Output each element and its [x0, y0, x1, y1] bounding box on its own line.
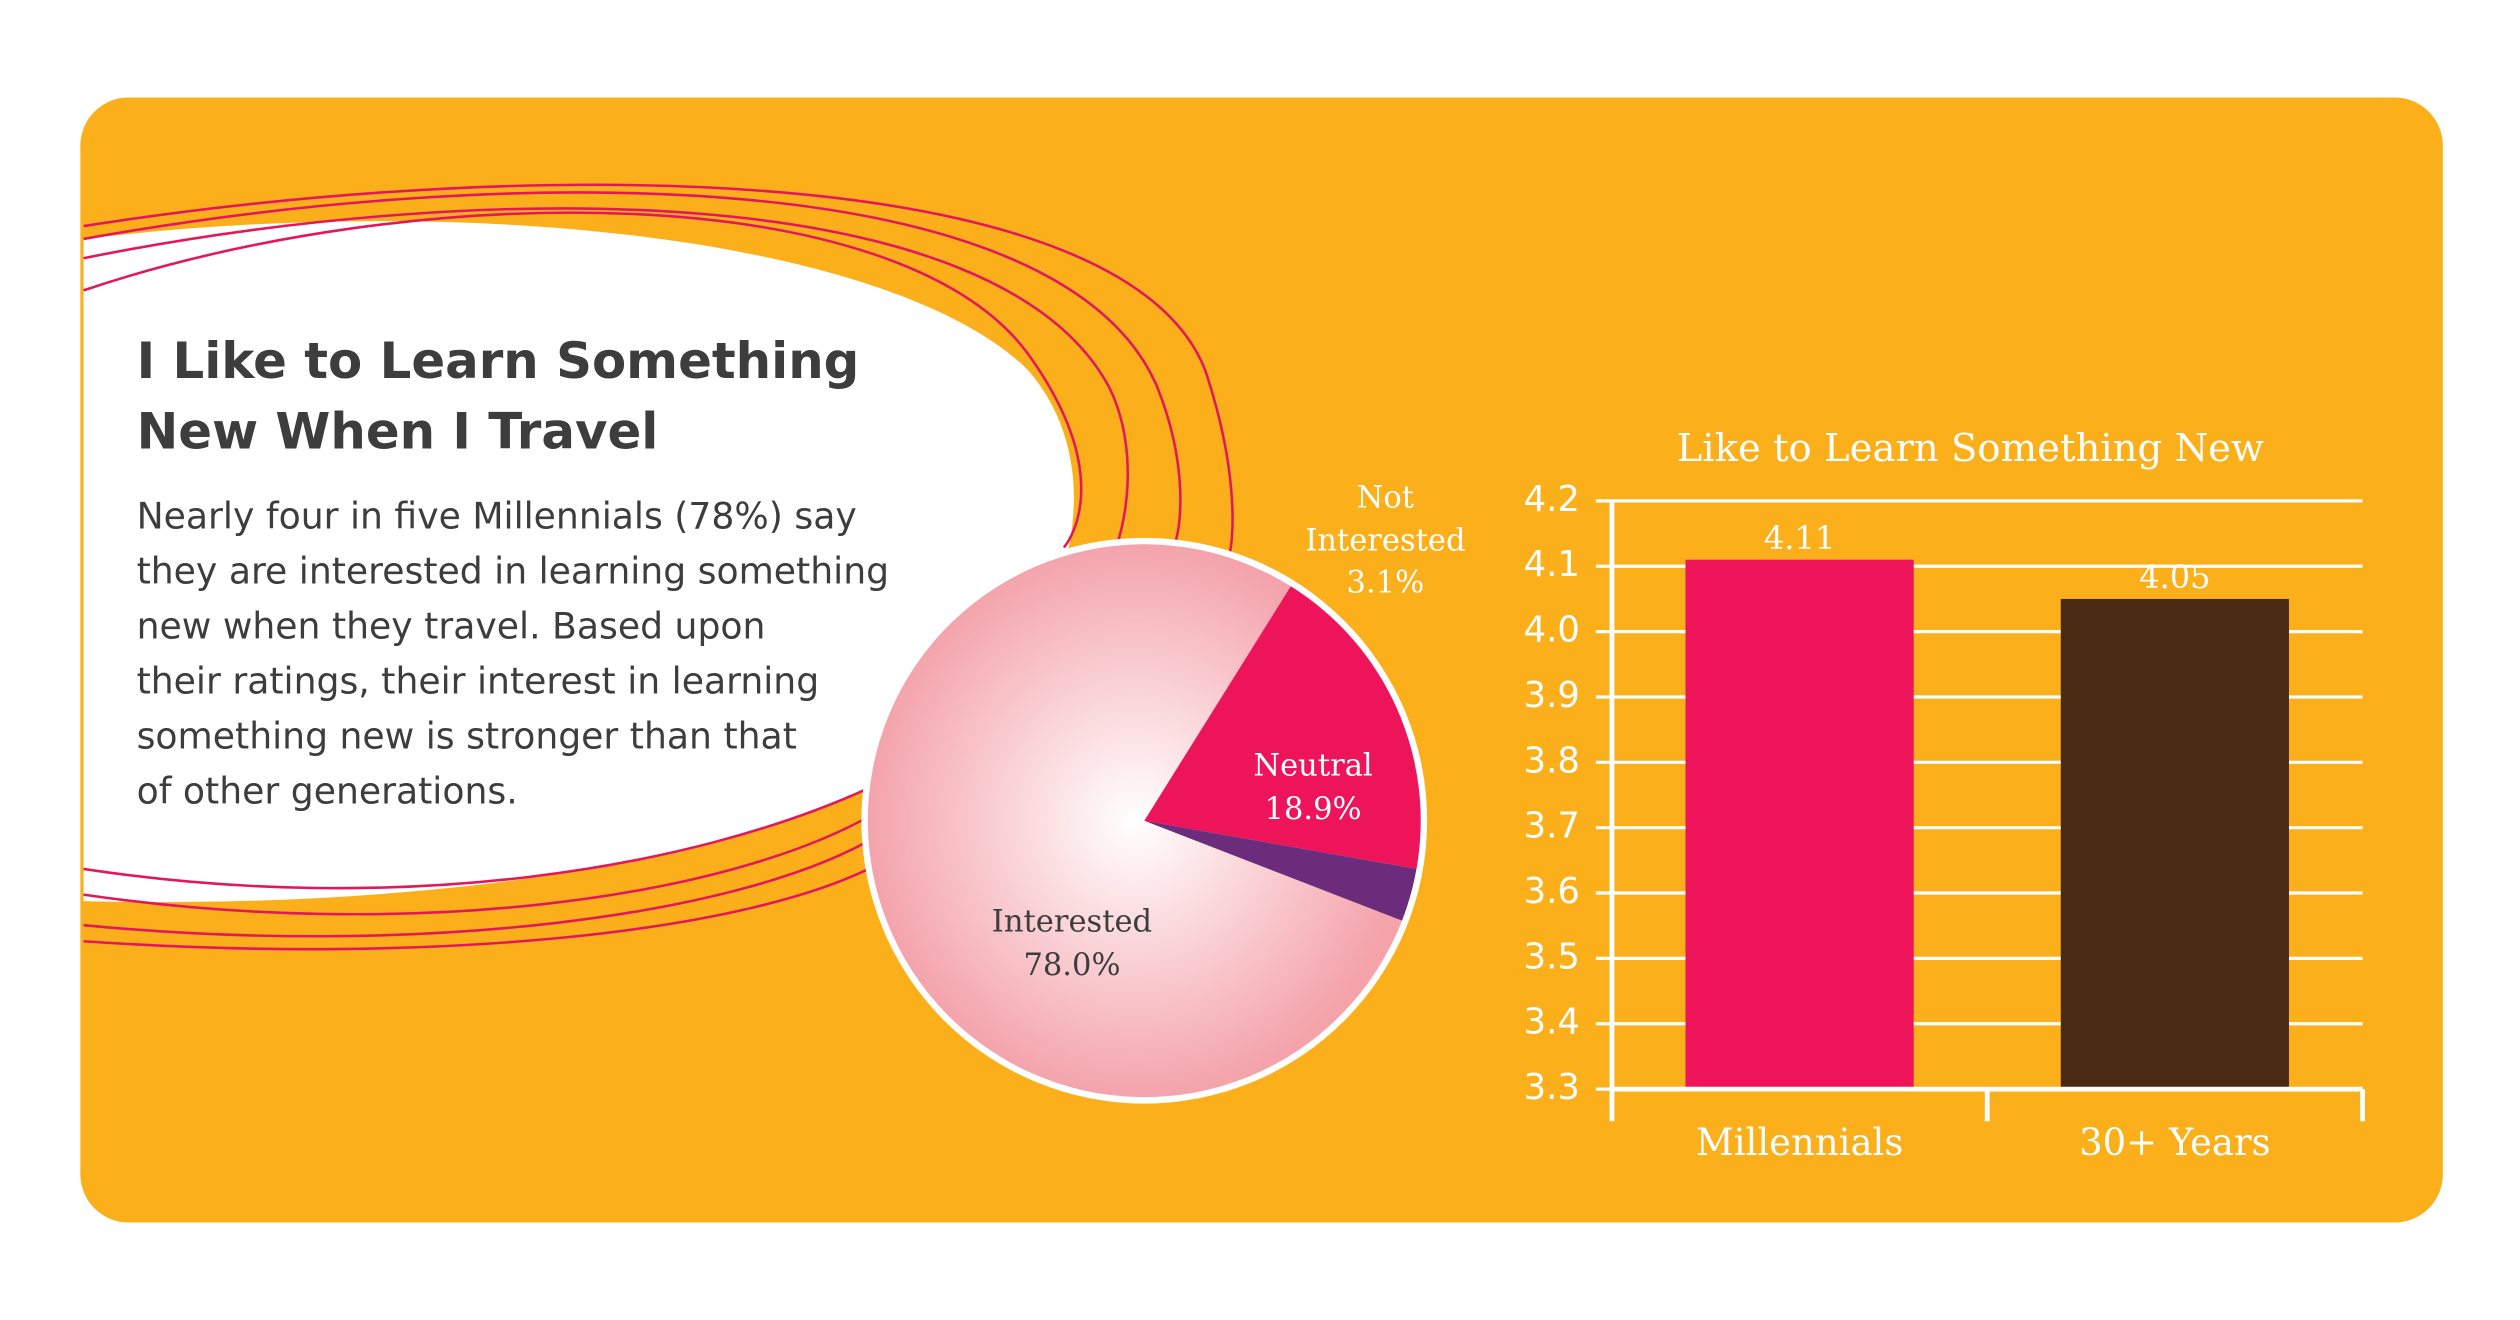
pie-slice: [867, 544, 1403, 1098]
slice-name: Interested: [991, 904, 1153, 941]
slice-label-box: Neutral 18.9%: [1217, 724, 1410, 853]
slice-label: Interested 78.0%: [976, 880, 1169, 1009]
y-tick-label: 3.8: [1524, 740, 1580, 781]
y-tick-label: 3.7: [1524, 806, 1580, 847]
title: I Like to Learn Something: [137, 332, 860, 390]
slice-label-box: Not Interested 3.1%: [1289, 477, 1482, 606]
y-tick-label: 4.1: [1524, 544, 1580, 585]
body-line: their ratings, their interest in learnin…: [137, 659, 820, 702]
swirls: [83, 183, 1234, 951]
slice-name: Neutral: [1253, 749, 1373, 785]
bubble: [83, 221, 1074, 903]
body-line: Nearly four in five Millennials (78%) sa…: [137, 495, 857, 538]
bar-title: Like to Learn Something New: [1677, 426, 2264, 471]
slice-value: 78.0%: [1023, 947, 1121, 984]
y-tick-label: 4.2: [1524, 479, 1580, 520]
x-tick-label: 30+ Years: [2079, 1121, 2270, 1164]
pie-slice: [1144, 820, 1417, 921]
value-label: 4.11: [1764, 519, 1836, 557]
value-label: 4.05: [2139, 558, 2211, 596]
body-line: they are interested in learning somethin…: [137, 550, 889, 593]
slice-value: 18.9%: [1264, 791, 1362, 828]
slice-label-box: Interested 78.0%: [976, 880, 1169, 1009]
pie-slice: [1144, 586, 1421, 869]
y-tick-label: 3.6: [1524, 871, 1580, 912]
title: New When I Travel: [137, 403, 659, 461]
body-line: something new is stronger than that: [137, 714, 797, 757]
y-tick-label: 4.0: [1524, 610, 1580, 651]
slice-value: 3.1%: [1346, 565, 1425, 602]
bar: [2060, 598, 2289, 1090]
slice-label: Neutral 18.9%: [1217, 724, 1410, 853]
slice-label: Not Interested 3.1%: [1289, 477, 1482, 606]
bar: [1685, 559, 1914, 1090]
y-tick-label: 3.4: [1524, 1002, 1580, 1043]
body-line: new when they travel. Based upon: [137, 604, 766, 647]
y-tick-label: 3.9: [1524, 675, 1580, 716]
y-tick-label: 3.5: [1524, 936, 1580, 977]
slice-name: Not Interested: [1305, 480, 1466, 559]
x-tick-label: Millennials: [1696, 1121, 1903, 1164]
y-tick-label: 3.3: [1524, 1067, 1580, 1108]
body-line: of other generations.: [137, 769, 518, 812]
text-block: I Like to Learn Something New When I Trav…: [137, 332, 889, 813]
